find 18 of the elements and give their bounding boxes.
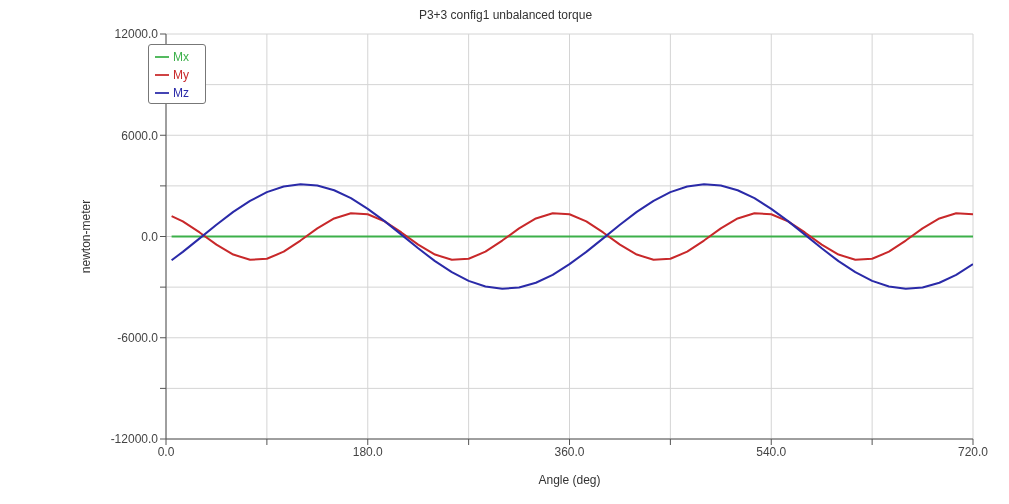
y-tick-label: -6000.0 — [117, 331, 159, 346]
legend-label: My — [173, 68, 189, 82]
x-tick-label: 720.0 — [957, 444, 989, 459]
line-series — [170, 212, 973, 261]
x-axis-title: Angle (deg) — [538, 473, 601, 487]
x-tick-label: 540.0 — [756, 444, 787, 459]
x-tick-label: 180.0 — [352, 444, 384, 459]
y-tick-label: -12000.0 — [110, 432, 159, 447]
y-tick-label: 0.0 — [141, 229, 159, 244]
chart-title: P3+3 config1 unbalanced torque — [417, 8, 594, 24]
y-axis-title: newton-meter — [79, 199, 94, 274]
y-tick-label: 6000.0 — [121, 128, 159, 143]
x-tick-label: 0.0 — [157, 444, 175, 459]
legend-label: Mz — [173, 86, 189, 100]
y-tick-label: 12000.0 — [114, 27, 159, 42]
x-tick-label: 360.0 — [554, 444, 585, 459]
legend-label: Mx — [173, 50, 189, 64]
line-series — [170, 183, 973, 290]
